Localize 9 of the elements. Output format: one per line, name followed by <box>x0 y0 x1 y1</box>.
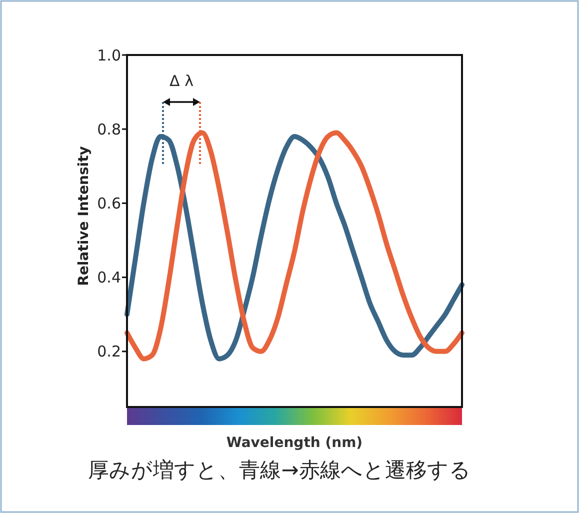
text: 厚みが増すと、青線→赤線へと遷移する <box>88 458 471 482</box>
y-tick-label: 0.4 <box>97 268 121 287</box>
annotation: Δ λ <box>170 72 194 90</box>
x-axis-title: Wavelength (nm) <box>226 435 363 451</box>
y-tick-label: 0.6 <box>97 194 121 212</box>
y-tick-label: 0.2 <box>97 342 121 361</box>
y-axis-title: Relative Intensity <box>76 146 92 286</box>
y-tick-label: 1.0 <box>97 46 121 64</box>
y-tick-label: 0.8 <box>97 120 121 138</box>
